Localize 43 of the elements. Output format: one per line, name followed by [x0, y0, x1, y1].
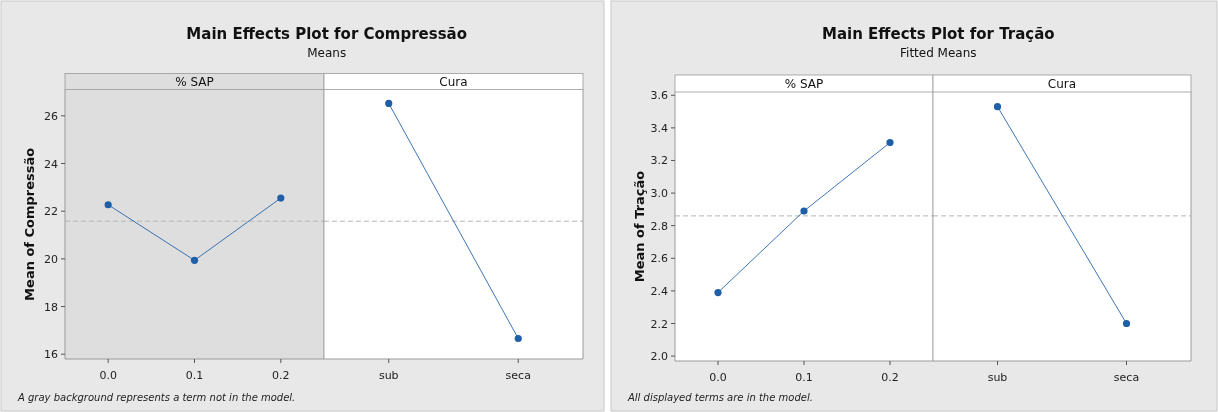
point [714, 288, 722, 297]
x-tick-label: 0.2 [881, 371, 899, 384]
y-tick-label: 2.2 [650, 317, 668, 331]
chart-title: Main Effects Plot for Tração [822, 25, 1055, 43]
chart-subtitle: Fitted Means [900, 46, 977, 60]
y-axis-title: Mean of Tração [632, 170, 647, 283]
x-axis-title: % SAP [175, 75, 214, 90]
x-axis-title: Cura [439, 75, 468, 90]
chart-title: Main Effects Plot for Compressão [186, 25, 468, 43]
y-tick-label: 18 [44, 300, 58, 314]
x-tick-label: sub [378, 369, 399, 382]
y-tick-label: 20 [44, 252, 58, 266]
x-tick-label: seca [505, 369, 531, 382]
y-tick-label: 2.6 [650, 252, 668, 266]
x-axis-title: Cura [1047, 77, 1077, 91]
y-tick-label: 2.0 [650, 350, 668, 364]
y-tick-label: 16 [44, 348, 58, 362]
y-tick-label: 3.0 [650, 187, 668, 201]
chart-subtitle: Means [307, 46, 347, 60]
x-axis-title: % SAP [784, 77, 824, 91]
x-tick-label: sub [987, 371, 1008, 384]
x-tick-label: 0.1 [185, 369, 204, 382]
x-tick-label: 0.0 [99, 369, 117, 382]
point [104, 201, 112, 209]
y-tick-label: 2.4 [650, 284, 668, 298]
x-tick-label: 0.0 [709, 371, 727, 384]
y-tick-label: 2.8 [650, 219, 668, 233]
y-tick-label: 22 [44, 205, 58, 219]
point [277, 194, 285, 202]
point [886, 138, 894, 147]
y-tick-label: 3.4 [650, 121, 668, 135]
x-tick-label: 0.2 [272, 369, 290, 382]
point [800, 207, 808, 215]
y-tick-label: 3.6 [650, 89, 668, 103]
text: A gray background represents a term not in the model. [17, 392, 296, 403]
text: All displayed terms are in the model. [627, 392, 813, 403]
point [190, 256, 199, 264]
y-tick-label: 24 [44, 157, 58, 171]
x-tick-label: seca [1113, 371, 1140, 384]
x-tick-label: 0.1 [795, 371, 813, 384]
y-tick-label: 3.2 [650, 154, 668, 168]
y-axis-title: Mean of Compressão [22, 147, 37, 301]
y-tick-label: 26 [44, 109, 58, 123]
